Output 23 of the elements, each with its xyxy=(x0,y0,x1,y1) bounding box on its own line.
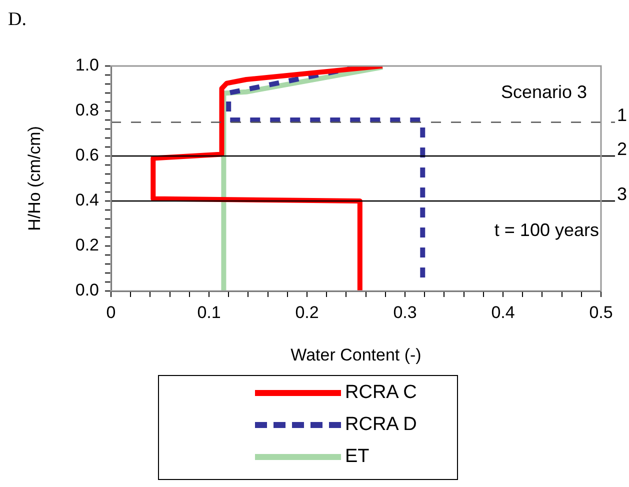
text: 2 xyxy=(617,138,628,159)
y-tick-label: 0.4 xyxy=(75,190,99,210)
legend-label: RCRA C xyxy=(345,382,417,404)
y-tick-label: 0.8 xyxy=(75,100,99,120)
legend-label: RCRA D xyxy=(345,414,417,436)
text: 1 xyxy=(617,105,628,126)
x-tick-label: 0.4 xyxy=(491,302,515,322)
x-tick-label: 0.1 xyxy=(197,302,221,322)
x-axis-title: Water Content (-) xyxy=(290,345,422,364)
text: 3 xyxy=(617,184,628,204)
x-tick-label: 0.2 xyxy=(295,302,319,322)
y-tick-label: 0.0 xyxy=(75,280,99,300)
x-tick-label: 0 xyxy=(106,302,116,322)
y-tick-label: 0.6 xyxy=(75,146,99,165)
y-axis-title: H/Ho (cm/cm) xyxy=(24,126,44,231)
x-tick-label: 0.3 xyxy=(393,302,417,322)
annotation: Scenario 3 xyxy=(500,82,587,102)
annotation: t = 100 years xyxy=(494,220,599,240)
y-tick-label: 1.0 xyxy=(75,56,99,75)
x-tick-label: 0.5 xyxy=(589,302,613,322)
y-tick-label: 0.2 xyxy=(75,236,99,255)
legend-label: ET xyxy=(345,446,370,468)
chart-title: D. xyxy=(8,8,26,30)
